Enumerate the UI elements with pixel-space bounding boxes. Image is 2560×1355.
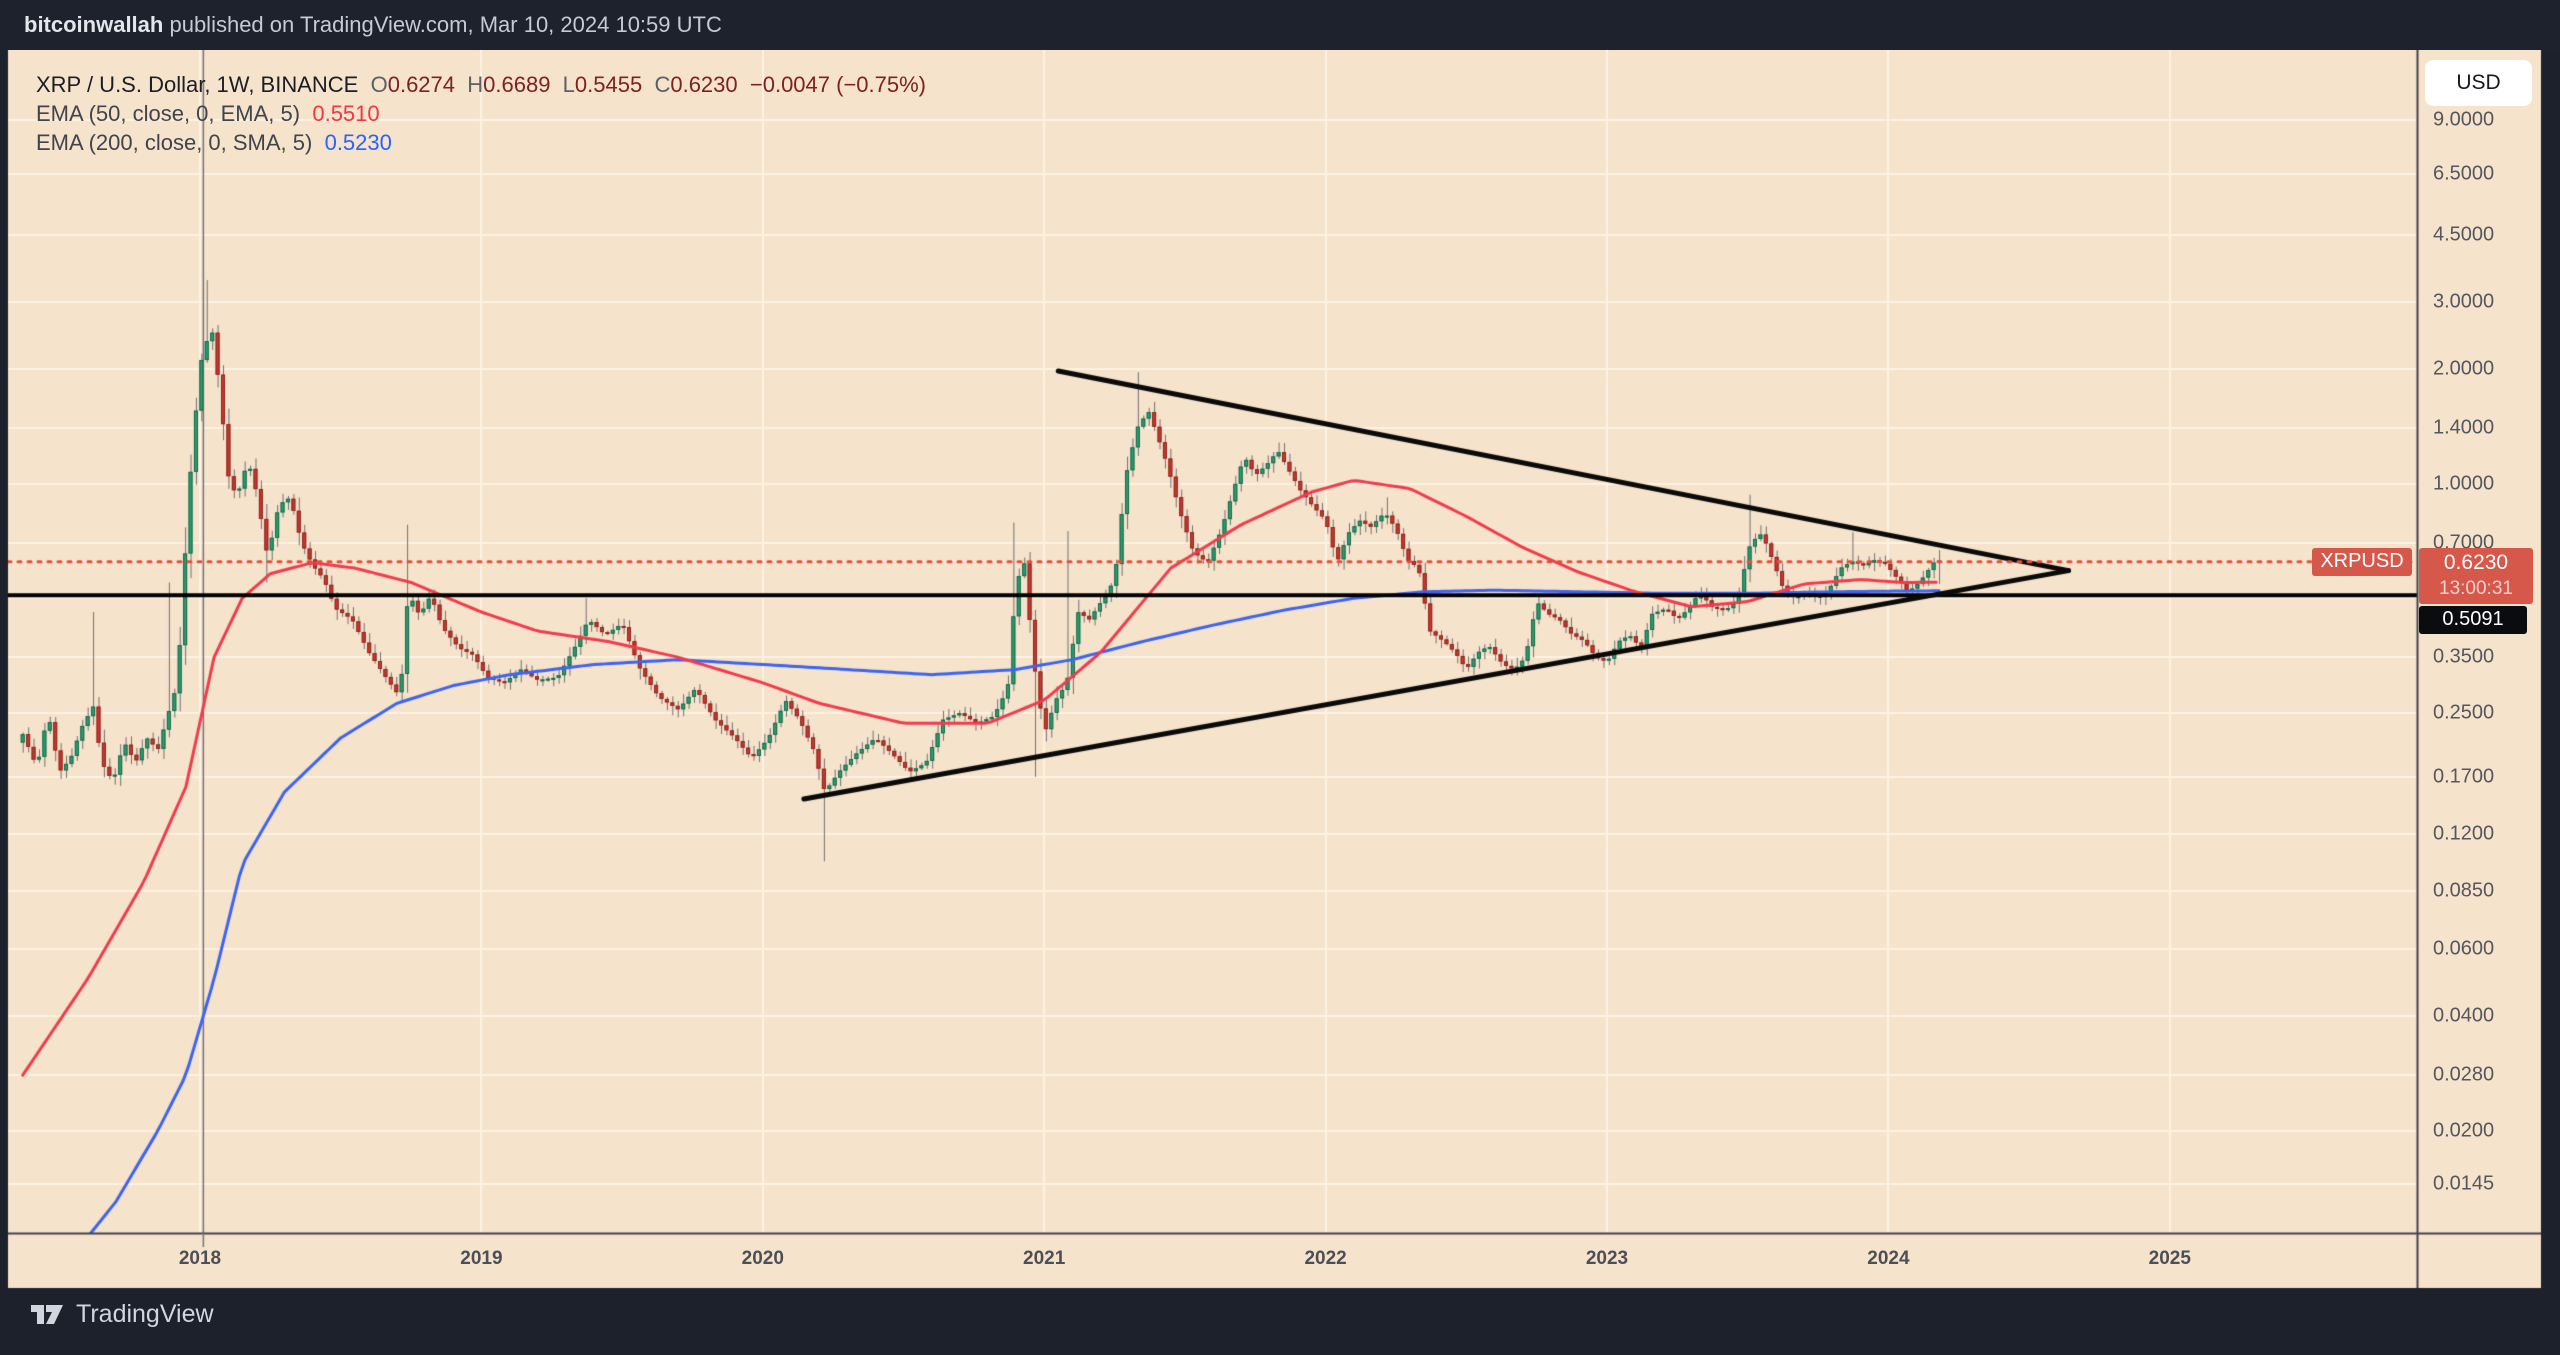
footer-brand[interactable]: TradingView (30, 1300, 214, 1329)
price-tick-label: 0.1200 (2433, 822, 2495, 845)
currency-button[interactable]: USD (2425, 60, 2532, 106)
tradingview-logo-icon (31, 1305, 63, 1324)
price-tick-label: 0.3500 (2433, 645, 2495, 668)
year-label: 2022 (1304, 1248, 1347, 1269)
price-tick-label: 0.2500 (2433, 701, 2495, 724)
close-label: C (654, 72, 671, 97)
publish-info: published on TradingView.com, Mar 10, 20… (163, 12, 722, 37)
symbol-price-tag[interactable]: XRPUSD (2312, 547, 2412, 576)
price-tick-label: 0.0145 (2433, 1172, 2495, 1195)
year-label: 2024 (1867, 1248, 1910, 1269)
year-label: 2020 (741, 1248, 784, 1269)
symbol-title: XRP / U.S. Dollar, 1W, BINANCE (36, 72, 359, 97)
tradingview-logo-text: TradingView (76, 1300, 214, 1328)
price-tick-label: 0.0600 (2433, 937, 2495, 960)
year-label: 2025 (2148, 1248, 2191, 1269)
price-tick-label: 1.4000 (2433, 416, 2495, 439)
price-tick-label: 0.0850 (2433, 879, 2495, 902)
price-tick-label: 4.5000 (2433, 223, 2495, 246)
publish-bar: bitcoinwallah published on TradingView.c… (0, 0, 2560, 50)
last-price-badge[interactable]: 0.6230 13:00:31 (2419, 547, 2533, 604)
chart-legend: XRP / U.S. Dollar, 1W, BINANCE O0.6274 H… (36, 70, 926, 157)
level-price-badge[interactable]: 0.5091 (2419, 605, 2527, 634)
price-tick-label: 0.0200 (2433, 1119, 2495, 1142)
price-tick-label: 3.0000 (2433, 290, 2495, 313)
price-tick-label: 9.0000 (2433, 108, 2495, 131)
price-tick-label: 0.1700 (2433, 765, 2495, 788)
close-value: 0.6230 (670, 72, 738, 97)
high-value: 0.6689 (483, 72, 551, 97)
bar-countdown: 13:00:31 (2439, 577, 2513, 599)
price-tick-label: 1.0000 (2433, 472, 2495, 495)
high-label: H (467, 72, 484, 97)
open-value: 0.6274 (387, 72, 456, 97)
low-label: L (562, 72, 575, 97)
last-price-value: 0.6230 (2443, 550, 2509, 574)
indicator-row-ema200[interactable]: EMA (200, close, 0, SMA, 5) 0.5230 (36, 128, 926, 157)
ema200-value: 0.5230 (324, 130, 392, 155)
year-label: 2019 (460, 1248, 503, 1269)
year-label: 2018 (178, 1248, 222, 1269)
price-tick-label: 2.0000 (2433, 357, 2495, 380)
year-label: 2021 (1023, 1248, 1066, 1269)
publisher-name: bitcoinwallah (24, 12, 164, 37)
ema50-value: 0.5510 (312, 101, 380, 126)
price-tick-label: 0.7000 (2433, 531, 2495, 554)
ema200-label: EMA (200, close, 0, SMA, 5) (36, 130, 313, 155)
change-value: −0.0047 (−0.75%) (749, 72, 927, 97)
ema50-label: EMA (50, close, 0, EMA, 5) (36, 101, 301, 126)
year-label: 2023 (1585, 1248, 1629, 1269)
price-tick-label: 6.5000 (2433, 162, 2495, 185)
symbol-row[interactable]: XRP / U.S. Dollar, 1W, BINANCE O0.6274 H… (36, 70, 926, 99)
price-tick-label: 0.0400 (2433, 1004, 2495, 1027)
indicator-row-ema50[interactable]: EMA (50, close, 0, EMA, 5) 0.5510 (36, 99, 926, 128)
price-tick-label: 0.0280 (2433, 1063, 2495, 1086)
open-label: O (370, 72, 388, 97)
low-value: 0.5455 (574, 72, 643, 97)
